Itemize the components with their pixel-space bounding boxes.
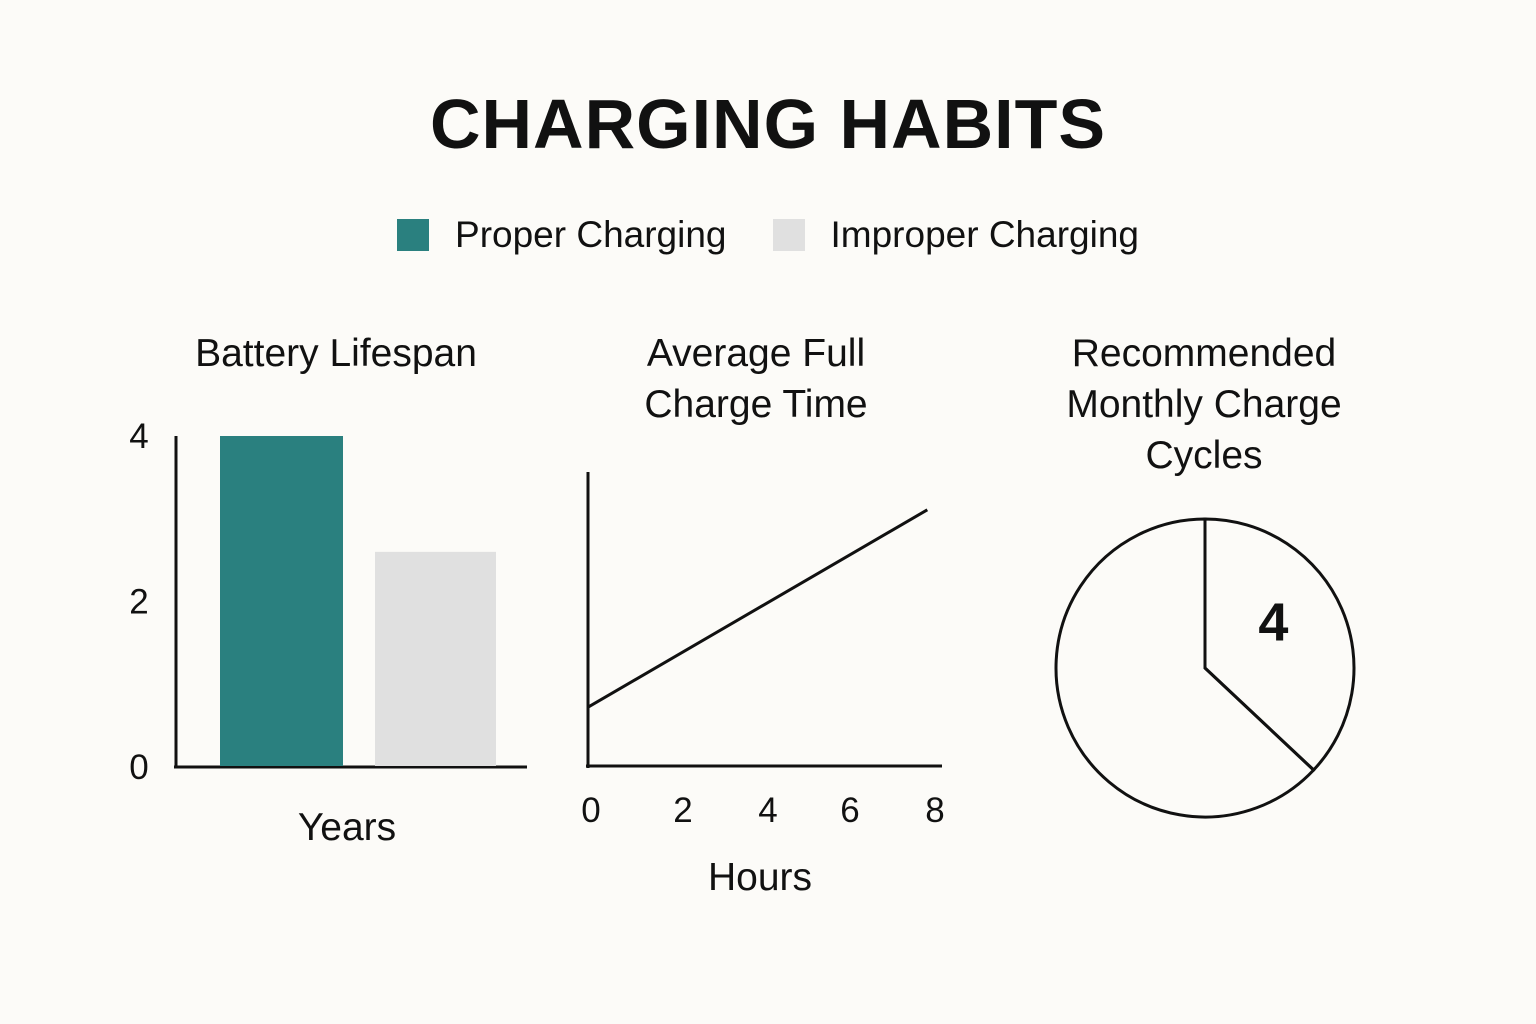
legend: Proper Charging Improper Charging — [0, 214, 1536, 256]
bar-y-tick-0: 0 — [129, 748, 148, 787]
legend-item-proper: Proper Charging — [397, 214, 727, 256]
pie-chart: 4 — [1054, 517, 1356, 819]
pie-chart-title-line-2: Monthly Charge — [1066, 383, 1342, 426]
bar-x-axis-label: Years — [298, 806, 396, 849]
legend-label-proper: Proper Charging — [455, 214, 727, 255]
legend-item-improper: Improper Charging — [772, 214, 1139, 256]
bar-chart-title-line: Battery Lifespan — [195, 332, 477, 375]
pie-chart-title-line-3: Cycles — [1145, 434, 1263, 477]
line-x-tick-0: 0 — [581, 791, 600, 830]
bar-y-tick-4: 4 — [129, 417, 148, 456]
bar-y-tick-2: 2 — [129, 583, 148, 622]
bar-proper-charging — [220, 436, 343, 766]
line-chart-title-line-2: Charge Time — [644, 383, 868, 426]
pie-slice-rest — [1054, 517, 1316, 819]
pie-slice-4 — [1203, 517, 1356, 773]
line-series-charge-time — [587, 508, 929, 709]
pie-slice-label: 4 — [1258, 592, 1288, 652]
line-x-tick-6: 6 — [840, 791, 859, 830]
line-chart: 0 2 4 6 8 Hours — [581, 472, 945, 899]
legend-swatch-proper — [397, 219, 430, 251]
line-chart-title-line-1: Average Full — [646, 332, 866, 375]
pie-chart-title-line-1: Recommended — [1071, 332, 1337, 375]
chart-title-main: CHARGING HABITS — [429, 85, 1107, 163]
line-x-tick-4: 4 — [758, 791, 777, 830]
line-x-tick-2: 2 — [673, 791, 692, 830]
bar-chart-title: Battery Lifespan — [136, 328, 536, 379]
bar-chart: 0 2 4 Years — [129, 417, 527, 849]
legend-label-improper: Improper Charging — [830, 214, 1139, 255]
pie-chart-title: Recommended Monthly Charge Cycles — [1004, 328, 1404, 481]
bar-improper-charging — [375, 551, 496, 766]
line-x-axis-label: Hours — [708, 856, 812, 899]
legend-swatch-improper — [772, 219, 805, 251]
line-chart-title: Average Full Charge Time — [556, 328, 956, 430]
line-x-tick-8: 8 — [925, 791, 944, 830]
